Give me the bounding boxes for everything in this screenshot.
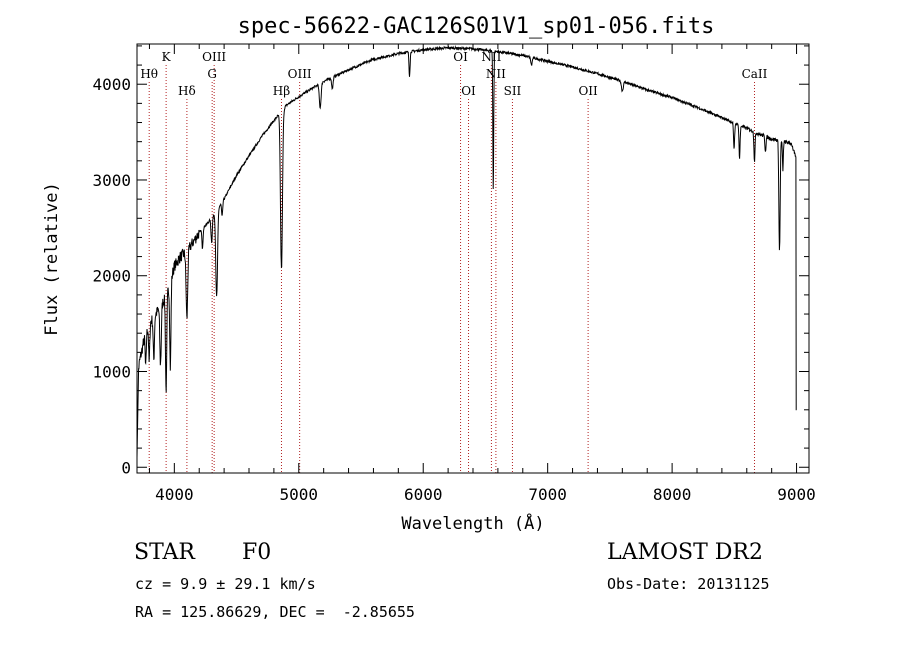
y-tick-label: 4000	[92, 75, 131, 94]
line-marker-label: OI	[453, 50, 468, 64]
line-marker-label: Hβ	[273, 84, 290, 98]
chart-title: spec-56622-GAC126S01V1_sp01-056.fits	[238, 14, 715, 39]
object-class: STAR	[134, 540, 195, 565]
line-markers: Hθ K Hδ OIII G Hβ OIII OI OI NII NII SII OII CaII	[140, 50, 768, 473]
object-subclass: F0	[242, 540, 272, 565]
observation-date: Obs-Date: 20131125	[607, 575, 770, 593]
plot-frame	[136, 43, 810, 474]
x-tick-label: 6000	[404, 485, 443, 504]
x-tick-label: 5000	[280, 485, 319, 504]
spectrum-series	[136, 44, 797, 458]
x-tick-label: 4000	[155, 485, 194, 504]
x-tick-label: 7000	[528, 485, 567, 504]
line-marker-label: CaII	[742, 67, 768, 81]
y-tick-label: 0	[121, 458, 131, 477]
survey-name: LAMOST DR2	[607, 540, 763, 565]
line-marker-label: Hθ	[140, 67, 158, 81]
line-marker-label: Hδ	[178, 84, 196, 98]
y-axis: 0 1000 2000 3000 4000	[92, 45, 809, 477]
y-tick-label: 1000	[92, 362, 131, 381]
spectrum-line	[136, 44, 797, 458]
y-tick-label: 2000	[92, 267, 131, 286]
y-tick-label: 3000	[92, 171, 131, 190]
x-axis-label: Wavelength (Å)	[401, 512, 544, 534]
coordinates: RA = 125.86629, DEC = -2.85655	[135, 603, 415, 621]
line-marker-label: SII	[504, 84, 522, 98]
line-marker-label: OIII	[288, 67, 312, 81]
line-marker-label: OII	[578, 84, 598, 98]
line-marker-label: K	[162, 50, 172, 64]
y-axis-label: Flux (relative)	[42, 182, 62, 336]
line-marker-label: OIII	[202, 50, 226, 64]
line-marker-label: NII	[481, 50, 501, 64]
line-marker-label: NII	[486, 67, 506, 81]
line-marker-label: G	[207, 67, 217, 81]
redshift-cz: cz = 9.9 ± 29.1 km/s	[135, 575, 316, 593]
x-axis: 4000 5000 6000 7000 8000 9000	[148, 44, 816, 504]
x-tick-label: 9000	[777, 485, 816, 504]
x-tick-label: 8000	[653, 485, 692, 504]
line-marker-label: OI	[461, 84, 476, 98]
